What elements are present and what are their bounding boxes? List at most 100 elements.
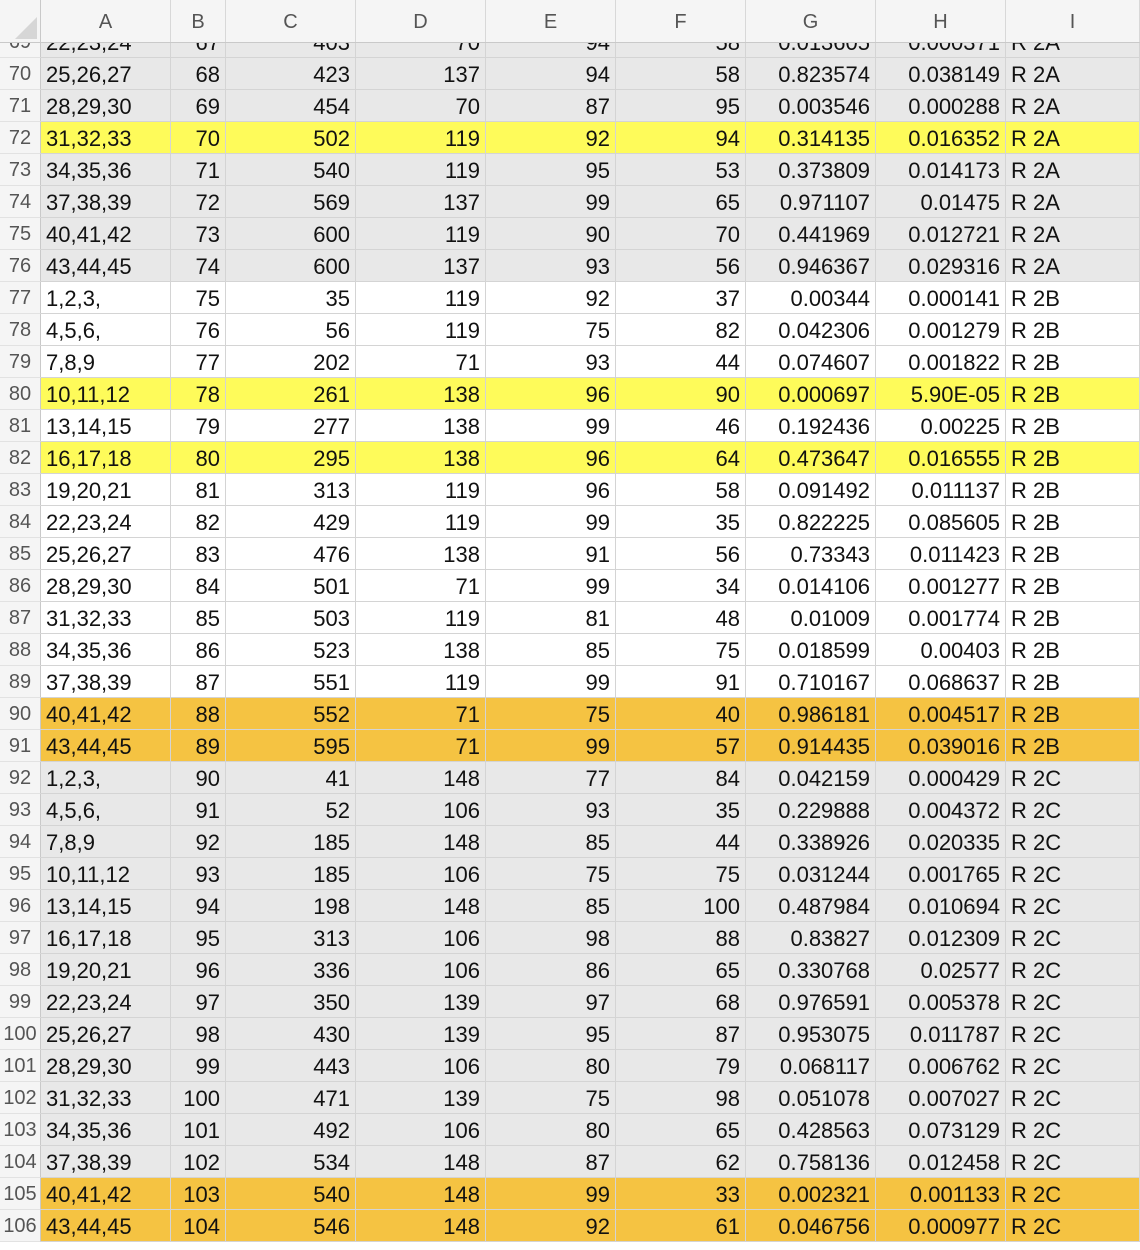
cell-d[interactable]: 139 xyxy=(356,1082,486,1114)
cell-f[interactable]: 88 xyxy=(616,922,746,954)
cell-f[interactable]: 79 xyxy=(616,1050,746,1082)
cell-d[interactable]: 106 xyxy=(356,1114,486,1146)
cell-e[interactable]: 92 xyxy=(486,1210,616,1242)
cell-i[interactable]: R 2C xyxy=(1006,762,1140,794)
cell-b[interactable]: 87 xyxy=(171,666,226,698)
cell-f[interactable]: 98 xyxy=(616,1082,746,1114)
cell-g[interactable]: 0.914435 xyxy=(746,730,876,762)
cell-f[interactable]: 44 xyxy=(616,346,746,378)
cell-i[interactable]: R 2C xyxy=(1006,1050,1140,1082)
cell-g[interactable]: 0.946367 xyxy=(746,250,876,282)
row-header[interactable]: 94 xyxy=(0,826,41,858)
row-header[interactable]: 76 xyxy=(0,250,41,282)
cell-c[interactable]: 552 xyxy=(226,698,356,730)
cell-e[interactable]: 86 xyxy=(486,954,616,986)
cell-i[interactable]: R 2B xyxy=(1006,730,1140,762)
row-header[interactable]: 75 xyxy=(0,218,41,250)
row-header[interactable]: 92 xyxy=(0,762,41,794)
row-header[interactable]: 105 xyxy=(0,1178,41,1210)
cell-g[interactable]: 0.953075 xyxy=(746,1018,876,1050)
cell-d[interactable]: 119 xyxy=(356,218,486,250)
cell-g[interactable]: 0.031244 xyxy=(746,858,876,890)
cell-c[interactable]: 540 xyxy=(226,1178,356,1210)
cell-d[interactable]: 137 xyxy=(356,186,486,218)
cell-e[interactable]: 96 xyxy=(486,474,616,506)
cell-h[interactable]: 0.005378 xyxy=(876,986,1006,1018)
cell-a[interactable]: 7,8,9 xyxy=(41,346,171,378)
cell-f[interactable]: 65 xyxy=(616,1114,746,1146)
cell-a[interactable]: 13,14,15 xyxy=(41,890,171,922)
cell-a[interactable]: 4,5,6, xyxy=(41,794,171,826)
cell-a[interactable]: 22,23,24 xyxy=(41,986,171,1018)
row-header[interactable]: 84 xyxy=(0,506,41,538)
cell-f[interactable]: 56 xyxy=(616,538,746,570)
column-header-h[interactable]: H xyxy=(876,0,1006,42)
cell-h[interactable]: 0.02577 xyxy=(876,954,1006,986)
cell-a[interactable]: 7,8,9 xyxy=(41,826,171,858)
cell-e[interactable]: 99 xyxy=(486,730,616,762)
cell-e[interactable]: 95 xyxy=(486,1018,616,1050)
cell-f[interactable]: 33 xyxy=(616,1178,746,1210)
cell-f[interactable]: 65 xyxy=(616,186,746,218)
cell-h[interactable]: 0.010694 xyxy=(876,890,1006,922)
cell-b[interactable]: 71 xyxy=(171,154,226,186)
cell-a[interactable]: 25,26,27 xyxy=(41,538,171,570)
cell-d[interactable]: 106 xyxy=(356,954,486,986)
cell-a[interactable]: 40,41,42 xyxy=(41,1178,171,1210)
cell-f[interactable]: 37 xyxy=(616,282,746,314)
cell-d[interactable]: 137 xyxy=(356,58,486,90)
row-header[interactable]: 74 xyxy=(0,186,41,218)
cell-f[interactable]: 57 xyxy=(616,730,746,762)
cell-b[interactable]: 68 xyxy=(171,58,226,90)
cell-e[interactable]: 99 xyxy=(486,1178,616,1210)
cell-c[interactable]: 600 xyxy=(226,250,356,282)
cell-e[interactable]: 85 xyxy=(486,634,616,666)
cell-f[interactable]: 53 xyxy=(616,154,746,186)
cell-d[interactable]: 119 xyxy=(356,282,486,314)
cell-c[interactable]: 35 xyxy=(226,282,356,314)
cell-i[interactable]: R 2C xyxy=(1006,826,1140,858)
cell-b[interactable]: 92 xyxy=(171,826,226,858)
cell-i[interactable]: R 2C xyxy=(1006,1146,1140,1178)
column-header-b[interactable]: B xyxy=(171,0,226,42)
row-header[interactable]: 102 xyxy=(0,1082,41,1114)
cell-a[interactable]: 16,17,18 xyxy=(41,442,171,474)
cell-b[interactable]: 80 xyxy=(171,442,226,474)
cell-e[interactable]: 92 xyxy=(486,122,616,154)
cell-c[interactable]: 185 xyxy=(226,826,356,858)
row-header[interactable]: 72 xyxy=(0,122,41,154)
cell-i[interactable]: R 2B xyxy=(1006,570,1140,602)
cell-c[interactable]: 471 xyxy=(226,1082,356,1114)
cell-b[interactable]: 100 xyxy=(171,1082,226,1114)
cell-g[interactable]: 0.068117 xyxy=(746,1050,876,1082)
cell-i[interactable]: R 2B xyxy=(1006,474,1140,506)
cell-e[interactable]: 90 xyxy=(486,218,616,250)
cell-b[interactable]: 94 xyxy=(171,890,226,922)
cell-g[interactable]: 0.330768 xyxy=(746,954,876,986)
row-header[interactable]: 82 xyxy=(0,442,41,474)
cell-g[interactable]: 0.00344 xyxy=(746,282,876,314)
cell-i[interactable]: R 2B xyxy=(1006,378,1140,410)
cell-g[interactable]: 0.018599 xyxy=(746,634,876,666)
cell-a[interactable]: 22,23,24 xyxy=(41,506,171,538)
cell-c[interactable]: 198 xyxy=(226,890,356,922)
cell-a[interactable]: 25,26,27 xyxy=(41,58,171,90)
cell-f[interactable]: 94 xyxy=(616,122,746,154)
cell-h[interactable]: 0.038149 xyxy=(876,58,1006,90)
cell-c[interactable]: 336 xyxy=(226,954,356,986)
cell-a[interactable]: 40,41,42 xyxy=(41,218,171,250)
cell-e[interactable]: 99 xyxy=(486,666,616,698)
cell-e[interactable]: 99 xyxy=(486,506,616,538)
row-header[interactable]: 103 xyxy=(0,1114,41,1146)
cell-a[interactable]: 1,2,3, xyxy=(41,282,171,314)
cell-b[interactable]: 70 xyxy=(171,122,226,154)
cell-e[interactable]: 75 xyxy=(486,314,616,346)
cell-f[interactable]: 87 xyxy=(616,1018,746,1050)
cell-i[interactable]: R 2C xyxy=(1006,986,1140,1018)
cell-c[interactable]: 534 xyxy=(226,1146,356,1178)
cell-g[interactable]: 0.758136 xyxy=(746,1146,876,1178)
cell-f[interactable]: 91 xyxy=(616,666,746,698)
cell-g[interactable]: 0.000697 xyxy=(746,378,876,410)
cell-e[interactable]: 94 xyxy=(486,58,616,90)
cell-b[interactable]: 79 xyxy=(171,410,226,442)
